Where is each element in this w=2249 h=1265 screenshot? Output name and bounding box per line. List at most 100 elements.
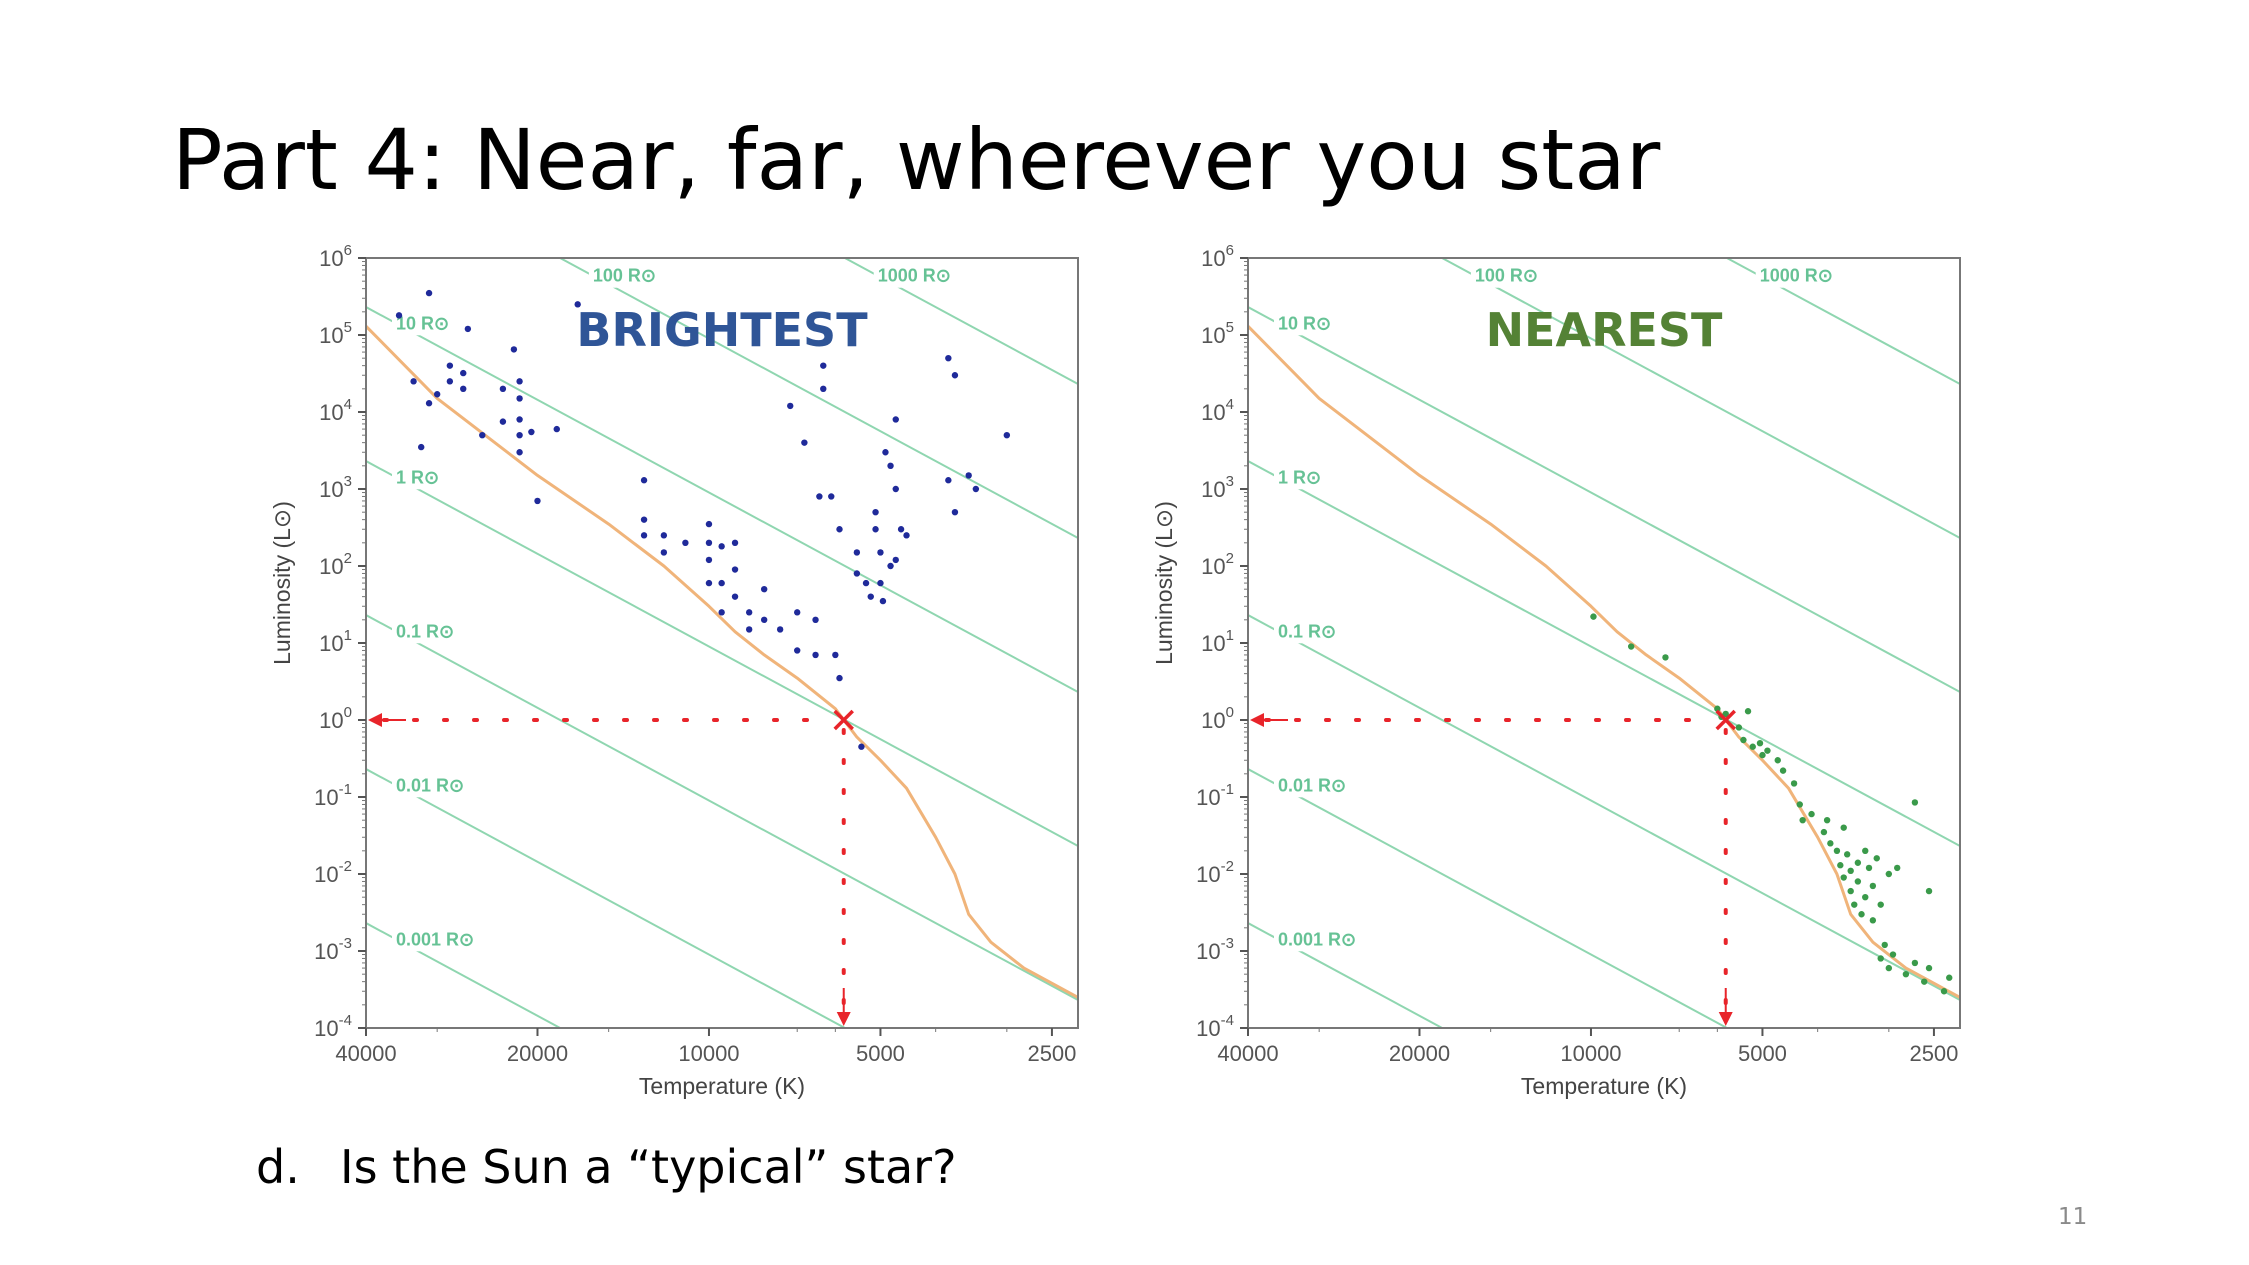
arrow-down-head bbox=[836, 1012, 851, 1026]
y-tick-label: 10-1 bbox=[1196, 781, 1234, 810]
radius-label-bg bbox=[1274, 617, 1344, 644]
radius-line bbox=[366, 306, 1078, 693]
radius-label: 10 R⊙ bbox=[396, 313, 449, 333]
plot-frame bbox=[365, 257, 1079, 1029]
star-point bbox=[812, 616, 819, 624]
star-point bbox=[1627, 643, 1635, 650]
star-point bbox=[836, 526, 843, 533]
radius-line bbox=[366, 614, 1078, 1001]
star-point bbox=[951, 508, 959, 516]
star-point bbox=[660, 549, 668, 556]
radius-label-bg bbox=[392, 925, 482, 952]
star-point bbox=[1759, 751, 1766, 759]
y-axis-label: Luminosity (L⊙) bbox=[269, 501, 295, 665]
star-point bbox=[1744, 708, 1752, 715]
hr-diagram-nearest: 0.001 R⊙ 0.01 R⊙ 0.1 R⊙ 1 R⊙ 10 R⊙ 100 R⊙ 1000… bbox=[1151, 242, 1961, 1099]
star-point bbox=[1774, 757, 1781, 764]
star-point bbox=[945, 354, 952, 362]
x-tick-label: 5000 bbox=[856, 1041, 905, 1066]
star-point bbox=[705, 520, 713, 528]
y-tick-label: 10-4 bbox=[1196, 1012, 1234, 1041]
star-point bbox=[1911, 799, 1919, 806]
star-point bbox=[574, 301, 581, 308]
x-tick-label: 10000 bbox=[678, 1041, 739, 1066]
radius-line bbox=[366, 460, 1078, 847]
star-point bbox=[1833, 847, 1841, 855]
star-point bbox=[745, 626, 753, 633]
star-point bbox=[516, 395, 523, 402]
star-point bbox=[1877, 901, 1884, 908]
star-point bbox=[705, 539, 713, 547]
star-point bbox=[464, 325, 472, 333]
star-point bbox=[705, 579, 713, 587]
radius-label-bg bbox=[392, 771, 472, 798]
star-point bbox=[1756, 739, 1764, 747]
radius-label: 100 R⊙ bbox=[593, 266, 656, 286]
star-point bbox=[812, 651, 819, 659]
y-tick-label: 10-2 bbox=[1196, 858, 1234, 887]
radius-line bbox=[1248, 306, 1960, 693]
star-point bbox=[1877, 955, 1884, 962]
star-point bbox=[1851, 901, 1858, 908]
y-tick-label: 102 bbox=[319, 550, 352, 579]
radius-label: 1 R⊙ bbox=[396, 467, 439, 487]
star-point bbox=[553, 425, 560, 433]
x-axis-label: Temperature (K) bbox=[1521, 1073, 1687, 1099]
y-tick-label: 105 bbox=[1201, 319, 1234, 348]
radius-line bbox=[842, 258, 1078, 385]
y-tick-label: 100 bbox=[319, 704, 352, 733]
star-point bbox=[794, 647, 801, 654]
star-point bbox=[903, 532, 910, 539]
star-point bbox=[1925, 887, 1933, 895]
question-text: Is the Sun a “typical” star? bbox=[340, 1140, 957, 1194]
star-point bbox=[760, 616, 768, 624]
chart-title: BRIGHTEST bbox=[576, 303, 868, 357]
star-point bbox=[460, 385, 467, 393]
star-point bbox=[433, 391, 441, 398]
star-point bbox=[867, 593, 874, 600]
star-point bbox=[945, 477, 952, 484]
star-point bbox=[640, 477, 648, 484]
star-point bbox=[1862, 893, 1869, 901]
star-point bbox=[1885, 964, 1893, 972]
star-point bbox=[760, 585, 768, 593]
radius-label: 0.001 R⊙ bbox=[1278, 929, 1356, 949]
x-tick-label: 40000 bbox=[1217, 1041, 1278, 1066]
star-point bbox=[887, 462, 894, 470]
y-tick-label: 10-4 bbox=[314, 1012, 352, 1041]
radius-label-bg bbox=[1274, 309, 1334, 336]
star-point bbox=[499, 385, 507, 393]
star-point bbox=[828, 493, 835, 500]
y-tick-label: 10-3 bbox=[1196, 935, 1234, 964]
y-tick-label: 106 bbox=[319, 242, 352, 271]
star-point bbox=[787, 402, 794, 410]
star-point bbox=[1735, 724, 1743, 731]
star-point bbox=[887, 562, 894, 570]
star-point bbox=[516, 431, 523, 439]
star-point bbox=[1840, 874, 1847, 881]
radius-label: 0.001 R⊙ bbox=[396, 929, 474, 949]
star-point bbox=[516, 416, 523, 423]
star-point bbox=[479, 431, 486, 439]
radius-line bbox=[1248, 922, 1445, 1028]
star-point bbox=[1843, 851, 1851, 858]
star-point bbox=[877, 579, 884, 587]
star-point bbox=[836, 674, 843, 682]
star-point bbox=[446, 378, 454, 385]
star-point bbox=[972, 485, 980, 493]
y-tick-label: 106 bbox=[1201, 242, 1234, 271]
x-tick-label: 2500 bbox=[1027, 1041, 1076, 1066]
plot-area: 0.001 R⊙ 0.01 R⊙ 0.1 R⊙ 1 R⊙ 10 R⊙ 100 R⊙ 1000… bbox=[366, 258, 1078, 1028]
y-tick-label: 104 bbox=[319, 396, 352, 425]
plot-area: 0.001 R⊙ 0.01 R⊙ 0.1 R⊙ 1 R⊙ 10 R⊙ 100 R⊙ 1000… bbox=[1248, 258, 1960, 1028]
star-point bbox=[1869, 882, 1877, 890]
star-point bbox=[395, 312, 403, 319]
y-tick-label: 104 bbox=[1201, 396, 1234, 425]
x-tick-label: 20000 bbox=[1389, 1041, 1450, 1066]
arrow-left-head bbox=[1250, 713, 1264, 727]
star-point bbox=[1854, 878, 1862, 885]
star-point bbox=[892, 485, 899, 493]
star-point bbox=[872, 508, 879, 516]
star-point bbox=[816, 493, 823, 500]
sun-marker bbox=[833, 709, 854, 731]
